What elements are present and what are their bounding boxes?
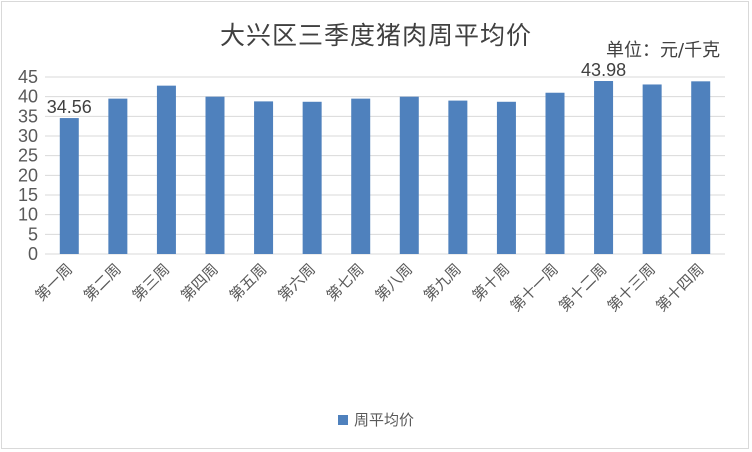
legend-swatch — [337, 414, 348, 425]
x-tick-label: 第六周 — [274, 260, 319, 305]
bar — [108, 98, 128, 254]
bar — [594, 81, 614, 255]
y-tick-label: 20 — [18, 165, 38, 185]
y-tick-label: 40 — [18, 87, 38, 107]
x-tick-label: 第七周 — [323, 260, 368, 305]
y-tick-label: 25 — [18, 146, 38, 166]
y-tick-label: 5 — [28, 224, 38, 244]
x-tick-label: 第十三周 — [604, 260, 659, 315]
x-tick-label: 第十四周 — [652, 260, 707, 315]
bar — [642, 84, 662, 255]
bar — [205, 96, 225, 255]
y-tick-label: 35 — [18, 106, 38, 126]
chart-title: 大兴区三季度猪肉周平均价 — [219, 21, 532, 50]
y-tick-label: 45 — [18, 67, 38, 87]
x-tick-label: 第十一周 — [507, 260, 562, 315]
y-tick-label: 30 — [18, 126, 38, 146]
y-tick-label: 15 — [18, 185, 38, 205]
data-label: 43.98 — [581, 60, 626, 80]
bar — [351, 98, 371, 254]
bar — [302, 101, 322, 254]
bar — [448, 100, 468, 254]
x-tick-label: 第二周 — [80, 260, 125, 305]
y-tick-label: 10 — [18, 205, 38, 225]
bar — [156, 85, 176, 254]
x-tick-label: 第十周 — [469, 260, 514, 305]
x-tick-label: 第五周 — [226, 260, 271, 305]
x-tick-label: 第三周 — [129, 260, 174, 305]
bar — [254, 101, 274, 255]
x-tick-label: 第四周 — [177, 260, 222, 305]
data-label: 34.56 — [47, 97, 92, 117]
x-tick-label: 第十二周 — [555, 260, 610, 315]
x-tick-label: 第八周 — [372, 260, 417, 305]
legend-label: 周平均价 — [353, 411, 414, 429]
bar — [691, 81, 711, 255]
legend: 周平均价 — [0, 409, 752, 430]
y-tick-label: 0 — [28, 244, 38, 264]
x-tick-label: 第九周 — [420, 260, 465, 305]
x-tick-label: 第一周 — [32, 260, 77, 305]
bar — [496, 101, 516, 254]
unit-label: 单位：元/千克 — [606, 40, 721, 61]
bar — [59, 118, 79, 255]
bar — [399, 96, 419, 255]
bar — [545, 92, 565, 254]
